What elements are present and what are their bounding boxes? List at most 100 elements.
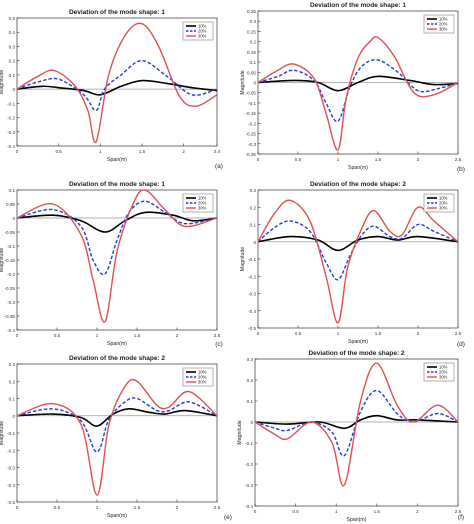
chart-panel-6: Deviation of the mode shape: 2 -0.4 -0.3 -0… — [237, 350, 464, 523]
legend-label: 20% — [439, 370, 448, 375]
y-tick-label: -0.3 — [7, 130, 15, 135]
y-tick-label: 0.15 — [247, 50, 256, 55]
legend-label: 10% — [198, 196, 207, 201]
series-line-30pct — [16, 378, 218, 496]
legend-label: 20% — [439, 22, 448, 27]
y-axis-label: Magnitude — [0, 70, 5, 94]
y-tick-label: 0.1 — [247, 399, 254, 404]
legend-label: 10% — [439, 17, 448, 22]
y-tick-label: -0.5 — [248, 326, 256, 331]
y-tick-label: 0.2 — [250, 40, 257, 45]
x-tick-label: 0 — [254, 509, 257, 514]
y-tick-label: -0.15 — [5, 258, 16, 263]
x-tick-label: 0.5 — [54, 333, 61, 338]
y-tick-label: 0.3 — [9, 44, 16, 49]
y-tick-label: -0.35 — [246, 152, 257, 157]
y-tick-label: 0 — [12, 87, 15, 92]
y-tick-label: 0 — [253, 240, 256, 245]
chart-panel-1: Deviation of the mode shape: 1 -0.4 -0.3 -0… — [0, 9, 223, 170]
series-line-10pct — [257, 75, 459, 92]
y-tick-label: -0.1 — [248, 257, 256, 262]
x-tick-label: 0.5 — [55, 149, 62, 154]
legend-label: 30% — [198, 380, 207, 385]
x-tick-label: 1 — [335, 509, 338, 514]
y-tick-label: -0.5 — [7, 500, 15, 505]
legend-label: 20% — [439, 201, 448, 206]
x-tick-label: 1.5 — [139, 149, 146, 154]
y-tick-label: -0.3 — [7, 300, 15, 305]
y-axis-label: Magnitude — [237, 420, 243, 444]
y-tick-label: -0.4 — [245, 504, 253, 509]
y-tick-label: 0.1 — [250, 60, 257, 65]
x-tick-label: 1.5 — [375, 331, 382, 336]
x-tick-label: 1.5 — [375, 157, 382, 162]
series-line-30pct — [257, 36, 459, 151]
legend-label: 20% — [198, 201, 207, 206]
legend-label: 20% — [198, 375, 207, 380]
series-line-10pct — [257, 235, 459, 252]
series-line-20pct — [16, 397, 218, 453]
x-tick-label: 1 — [96, 333, 99, 338]
y-tick-label: -0.1 — [248, 101, 256, 106]
legend-label: 20% — [198, 29, 207, 34]
legend-label: 30% — [439, 206, 448, 211]
y-tick-label: -0.4 — [7, 144, 15, 149]
chart-title: Deviation of the mode shape: 1 — [69, 181, 165, 188]
y-tick-label: 0.25 — [247, 29, 256, 34]
chart-title: Deviation of the mode shape: 2 — [310, 181, 406, 188]
series-line-20pct — [16, 59, 218, 112]
series-line-10pct — [254, 414, 459, 430]
y-tick-label: 0.2 — [247, 378, 254, 383]
x-axis-label: Span(m) — [347, 517, 367, 523]
x-tick-label: 1 — [337, 331, 340, 336]
series-line-10pct — [16, 79, 218, 96]
y-tick-label: 0.2 — [9, 379, 16, 384]
x-tick-label: 0.5 — [54, 505, 61, 510]
y-tick-label: -0.1 — [7, 244, 15, 249]
legend-label: 30% — [439, 27, 448, 32]
y-tick-label: -0.3 — [248, 292, 256, 297]
y-tick-label: 0.5 — [9, 16, 16, 21]
x-tick-label: 2 — [176, 333, 179, 338]
y-tick-label: -0.05 — [246, 91, 257, 96]
x-tick-label: 0 — [16, 333, 19, 338]
x-tick-label: 1.5 — [374, 509, 381, 514]
chart-title: Deviation of the mode shape: 1 — [69, 9, 165, 16]
legend-label: 10% — [198, 24, 207, 29]
y-tick-label: 0.1 — [9, 73, 16, 78]
legend: 10%20%30% — [182, 193, 214, 213]
x-axis-label: Span(m) — [348, 339, 368, 345]
y-tick-label: -0.3 — [248, 142, 256, 147]
series-line-20pct — [257, 220, 459, 281]
y-tick-label: 0.3 — [250, 19, 257, 24]
y-tick-label: -0.2 — [248, 121, 256, 126]
plot-frame — [16, 189, 218, 331]
x-tick-label: 1.5 — [134, 505, 141, 510]
x-tick-label: 1 — [96, 505, 99, 510]
y-tick-label: -0.35 — [5, 314, 16, 319]
x-tick-label: 1 — [337, 157, 340, 162]
y-tick-label: -0.1 — [7, 101, 15, 106]
y-tick-label: 0.3 — [247, 357, 254, 362]
y-axis-label: Magnitude — [0, 248, 5, 272]
y-tick-label: 0.1 — [250, 223, 257, 228]
panel-label: (a) — [215, 163, 223, 170]
y-tick-label: -0.2 — [7, 272, 15, 277]
legend: 10%20%30% — [423, 362, 455, 382]
legend-label: 30% — [439, 375, 448, 380]
y-tick-label: -0.2 — [7, 116, 15, 121]
series-line-30pct — [16, 189, 218, 323]
x-tick-label: 0 — [257, 331, 260, 336]
x-tick-label: 2 — [417, 331, 420, 336]
y-tick-label: -0.4 — [7, 483, 15, 488]
y-tick-label: -0.1 — [7, 431, 15, 436]
x-axis-label: Span(m) — [348, 165, 368, 171]
plot-frame — [16, 363, 218, 503]
chart-panel-3: Deviation of the mode shape: 1 -0.4 -0.35 -… — [0, 181, 223, 348]
y-tick-label: 0 — [12, 216, 15, 221]
chart-title: Deviation of the mode shape: 2 — [308, 350, 404, 357]
y-tick-label: 0.2 — [250, 205, 257, 210]
y-tick-label: -0.15 — [246, 111, 257, 116]
y-tick-label: -0.2 — [248, 274, 256, 279]
legend: 10%20%30% — [182, 367, 214, 387]
